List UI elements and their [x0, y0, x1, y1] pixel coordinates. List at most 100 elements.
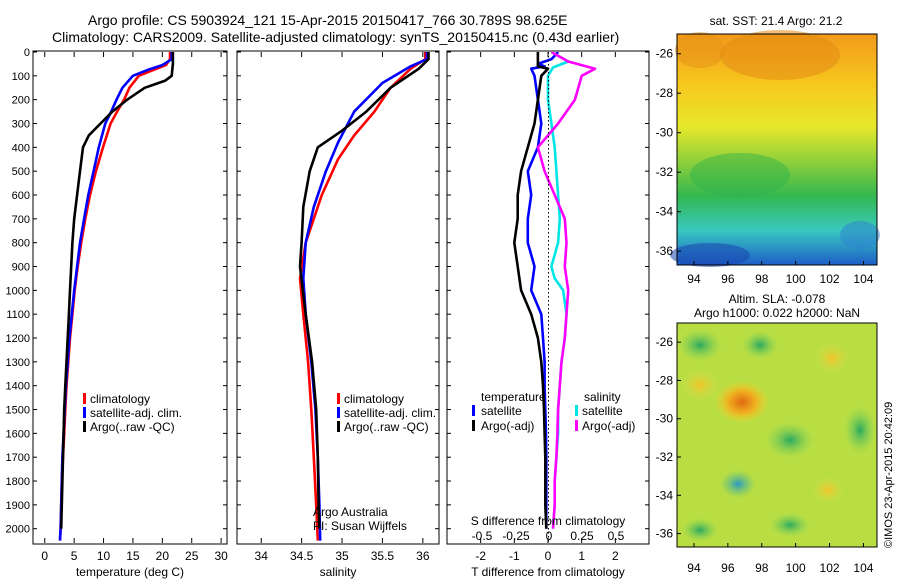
y-tick-label: 100 — [12, 71, 30, 83]
legend-label-t-satellite: satellite — [481, 404, 522, 418]
figure-title-line1: Argo profile: CS 5903924_121 15-Apr-2015… — [88, 12, 568, 28]
map-y-tick-label: -28 — [656, 86, 674, 100]
y-tick-label: 1100 — [6, 309, 30, 321]
series-line-argo-adj — [536, 52, 597, 529]
legend-swatch-satellite — [337, 407, 340, 418]
sla-positive-anomaly — [680, 369, 720, 401]
sst-cool-patch — [670, 243, 750, 267]
temperature-panel-frame — [32, 50, 228, 545]
y-tick-label: 400 — [12, 142, 30, 154]
legend-label-climatology: climatology — [90, 392, 150, 406]
x-tick-label: 36 — [416, 549, 430, 563]
sst-cool-patch — [840, 221, 880, 249]
legend-swatch-satellite — [83, 407, 86, 418]
sla-negative-anomaly — [766, 422, 814, 458]
y-tick-label: 2000 — [6, 524, 30, 536]
map-x-tick-label: 98 — [755, 561, 769, 575]
y-tick-label: 700 — [12, 214, 30, 226]
s-tick-label: 0.5 — [608, 529, 625, 543]
sst-warm-patch — [720, 30, 840, 80]
salinity-profiles — [298, 52, 430, 541]
sla-map — [676, 322, 878, 548]
legend-swatch-climatology — [337, 393, 340, 404]
x-tick-label: 35 — [335, 549, 349, 563]
difference-legend: temperature salinity satellite Argo(-adj… — [472, 390, 635, 433]
map-y-tick-label: -36 — [656, 244, 674, 258]
y-tick-label: 1800 — [6, 476, 30, 488]
temperature-profiles — [58, 52, 175, 541]
x-tick-label: 2 — [612, 549, 619, 563]
y-tick-label: 800 — [12, 238, 30, 250]
map-y-tick-label: -36 — [656, 527, 674, 541]
sla-negative-anomaly — [720, 470, 756, 498]
map-y-tick-label: -26 — [656, 47, 674, 61]
difference-panel-frame — [446, 50, 650, 545]
y-tick-label: 1500 — [6, 405, 30, 417]
legend-swatch-t-satellite — [472, 405, 475, 416]
sst-map-axes: 94 96 98 100 102 104 -26 -28 -30 -32 -34 -36 — [656, 47, 874, 286]
map-x-tick-label: 102 — [820, 561, 840, 575]
sla-negative-anomaly — [682, 518, 718, 542]
sla-map-frame — [676, 322, 878, 548]
temperature-axis-label: temperature (deg C) — [76, 565, 184, 579]
legend-label-climatology: climatology — [344, 392, 404, 406]
map-y-tick-label: -32 — [656, 165, 674, 179]
imos-credit: ©IMOS 23-Apr-2015 20:42:09 — [883, 402, 895, 548]
float-owner-annotation: Argo Australia — [313, 505, 388, 519]
x-tick-label: 30 — [214, 549, 228, 563]
temperature-axes: 0 5 10 15 20 25 300100200300400500600700800900… — [6, 47, 229, 563]
legend-header-temperature: temperature — [481, 390, 546, 404]
sla-map-title-line1: Altim. SLA: -0.078 — [729, 292, 826, 306]
sla-map-title-line2: Argo h1000: 0.022 h2000: NaN — [694, 306, 860, 320]
series-line-argo-adj — [512, 52, 550, 529]
sla-positive-anomaly — [812, 476, 844, 504]
sst-map-title: sat. SST: 21.4 Argo: 21.2 — [710, 14, 843, 28]
salinity-axis-label: salinity — [320, 565, 357, 579]
sla-negative-anomaly — [770, 513, 810, 537]
map-x-tick-label: 96 — [721, 561, 735, 575]
legend-label-argo: Argo(..raw -QC) — [90, 420, 175, 434]
y-tick-label: 600 — [12, 190, 30, 202]
sst-map-frame — [676, 33, 878, 266]
map-x-tick-label: 100 — [786, 561, 806, 575]
x-tick-label: -2 — [475, 549, 486, 563]
map-x-tick-label: 100 — [786, 272, 806, 286]
map-y-tick-label: -34 — [656, 488, 674, 502]
y-tick-label: 1900 — [6, 500, 30, 512]
map-y-tick-label: -26 — [656, 335, 674, 349]
map-x-tick-label: 104 — [853, 561, 873, 575]
legend-label-t-argo: Argo(-adj) — [481, 419, 534, 433]
legend-label-s-satellite: satellite — [582, 404, 623, 418]
legend-header-salinity: salinity — [584, 390, 621, 404]
series-line-argo-raw-qc — [298, 52, 430, 529]
y-tick-label: 1400 — [6, 381, 30, 393]
x-tick-label: 25 — [185, 549, 199, 563]
s-tick-label: 0.25 — [570, 529, 594, 543]
x-tick-label: 35.5 — [371, 549, 395, 563]
legend-swatch-s-argo — [575, 420, 578, 431]
map-y-tick-label: -34 — [656, 205, 674, 219]
s-difference-axis-label: S difference from climatology — [471, 514, 626, 528]
figure-title-line2: Climatology: CARS2009. Satellite-adjuste… — [52, 29, 619, 45]
y-tick-label: 1600 — [6, 428, 30, 440]
legend-label-satellite: satellite-adj. clim. — [344, 406, 436, 420]
map-x-tick-label: 102 — [820, 272, 840, 286]
legend-label-argo: Argo(..raw -QC) — [344, 420, 429, 434]
difference-profiles — [512, 52, 597, 529]
temperature-legend: climatology satellite-adj. clim. Argo(..… — [83, 392, 182, 434]
map-y-tick-label: -30 — [656, 126, 674, 140]
map-x-tick-label: 98 — [755, 272, 769, 286]
y-tick-label: 1000 — [6, 285, 30, 297]
sst-map — [670, 30, 880, 267]
series-line-satellite-adj-clim — [301, 52, 429, 541]
salinity-panel-frame — [236, 50, 440, 545]
series-line-satellite — [526, 52, 560, 529]
legend-swatch-argo — [337, 421, 340, 432]
sla-negative-anomaly — [678, 329, 722, 361]
x-tick-label: 20 — [156, 549, 170, 563]
map-y-tick-label: -28 — [656, 373, 674, 387]
x-tick-label: 0 — [41, 549, 48, 563]
sst-warm-patch — [675, 32, 725, 68]
y-tick-label: 0 — [24, 47, 30, 59]
